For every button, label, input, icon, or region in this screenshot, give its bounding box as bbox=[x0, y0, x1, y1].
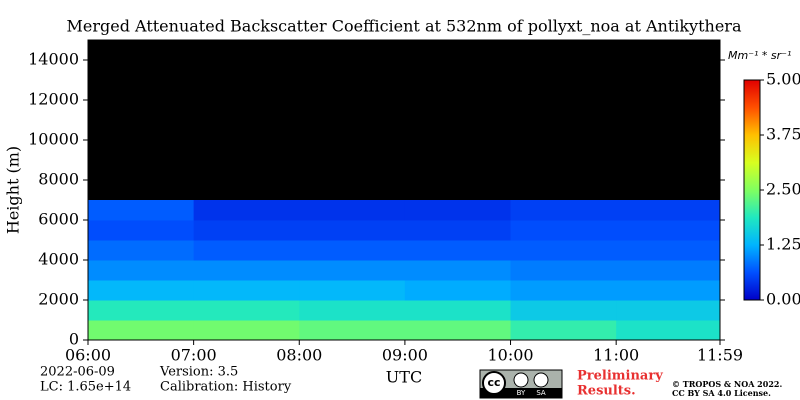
colorbar-tick-label: 5.00 bbox=[766, 70, 800, 89]
calibration: Calibration: History bbox=[160, 380, 292, 395]
y-tick-label: 12000 bbox=[28, 90, 79, 109]
heatmap-cell bbox=[193, 300, 300, 321]
heatmap-cell bbox=[616, 260, 721, 281]
colorbar-tick-label: 0.00 bbox=[766, 290, 800, 309]
heatmap-cell bbox=[299, 260, 406, 281]
heatmap-cell bbox=[88, 220, 195, 241]
colorbar-tick-label: 2.50 bbox=[766, 180, 800, 199]
y-tick-label: 8000 bbox=[38, 170, 79, 189]
heatmap-cell bbox=[193, 320, 300, 341]
x-tick-label: 09:00 bbox=[382, 346, 428, 365]
heatmap-cell bbox=[616, 300, 721, 321]
preliminary: Preliminary bbox=[577, 369, 663, 384]
y-tick-label: 14000 bbox=[28, 50, 79, 69]
x-axis-label: UTC bbox=[386, 368, 422, 387]
logo-strip bbox=[480, 388, 562, 398]
plot-frame bbox=[87, 39, 721, 341]
copyright: © TROPOS & NOA 2022. bbox=[672, 379, 782, 389]
logo-circle bbox=[482, 371, 506, 395]
heatmap-cell bbox=[510, 240, 617, 261]
y-axis-label: Height (m) bbox=[4, 146, 23, 234]
heatmap-cell bbox=[404, 320, 512, 341]
chart-title: Merged Attenuated Backscatter Coefficien… bbox=[67, 17, 742, 36]
heatmap-cell bbox=[404, 240, 512, 261]
heatmap-cell bbox=[510, 280, 617, 301]
version: Version: 3.5 bbox=[159, 365, 238, 380]
logo-sa-icon bbox=[533, 372, 549, 388]
heatmap-cell bbox=[616, 200, 721, 221]
colorbar bbox=[743, 79, 761, 301]
heatmap-cell bbox=[299, 220, 406, 241]
heatmap-cell bbox=[299, 240, 406, 261]
logo-sa: SA bbox=[536, 389, 546, 397]
heatmap-cell bbox=[616, 320, 721, 341]
x-tick-label: 11:59 bbox=[697, 346, 743, 365]
heatmap-cell bbox=[299, 280, 406, 301]
y-tick-label: 6000 bbox=[38, 210, 79, 229]
cc-logo: cc BY SA bbox=[479, 369, 563, 399]
heatmap-cell bbox=[88, 240, 195, 261]
heatmap-cell bbox=[88, 320, 195, 341]
y-tick-label: 4000 bbox=[38, 250, 79, 269]
heatmap-cell bbox=[299, 300, 406, 321]
heatmap-cell bbox=[88, 260, 195, 281]
heatmap-cell bbox=[510, 300, 617, 321]
x-tick-label: 07:00 bbox=[171, 346, 217, 365]
colorbar-tick-label: 3.75 bbox=[766, 125, 800, 144]
x-tick-label: 10:00 bbox=[487, 346, 533, 365]
heatmap-cell bbox=[510, 320, 617, 341]
x-tick-label: 11:00 bbox=[593, 346, 639, 365]
heatmap-cell bbox=[510, 220, 617, 241]
heatmap-cell bbox=[193, 220, 300, 241]
y-tick-label: 10000 bbox=[28, 130, 79, 149]
colorbar-label: Mm⁻¹ * sr⁻¹ bbox=[728, 49, 791, 62]
colorbar-tick-label: 1.25 bbox=[766, 235, 800, 254]
heatmap-cell bbox=[404, 260, 512, 281]
x-tick-label: 06:00 bbox=[65, 346, 111, 365]
heatmap-cell bbox=[404, 220, 512, 241]
heatmap-cell bbox=[510, 200, 617, 221]
heatmap-cell bbox=[193, 280, 300, 301]
date: 2022-06-09 bbox=[40, 365, 115, 380]
heatmap-cell bbox=[404, 200, 512, 221]
heatmap-cell bbox=[510, 260, 617, 281]
license: CC BY SA 4.0 License. bbox=[672, 388, 771, 398]
heatmap-cell bbox=[616, 280, 721, 301]
heatmap-cell bbox=[88, 300, 195, 321]
y-tick-label: 2000 bbox=[38, 290, 79, 309]
heatmap-cell bbox=[88, 280, 195, 301]
lc: LC: 1.65e+14 bbox=[40, 380, 131, 395]
logo-by: BY bbox=[517, 389, 526, 397]
y-tick-label: 0 bbox=[69, 330, 79, 349]
heatmap-cell bbox=[616, 240, 721, 261]
logo-by-icon bbox=[513, 372, 529, 388]
heatmap-cell bbox=[88, 200, 195, 221]
results: Results. bbox=[577, 384, 636, 399]
logo-cc: cc bbox=[487, 376, 500, 389]
heatmap-cell bbox=[404, 300, 512, 321]
heatmap-cell bbox=[299, 320, 406, 341]
heatmap-cell bbox=[299, 200, 406, 221]
heatmap-cell bbox=[193, 240, 300, 261]
heatmap-cell bbox=[404, 280, 512, 301]
heatmap-cell bbox=[193, 200, 300, 221]
x-tick-label: 08:00 bbox=[276, 346, 322, 365]
heatmap-cell bbox=[616, 220, 721, 241]
heatmap-cell bbox=[193, 260, 300, 281]
